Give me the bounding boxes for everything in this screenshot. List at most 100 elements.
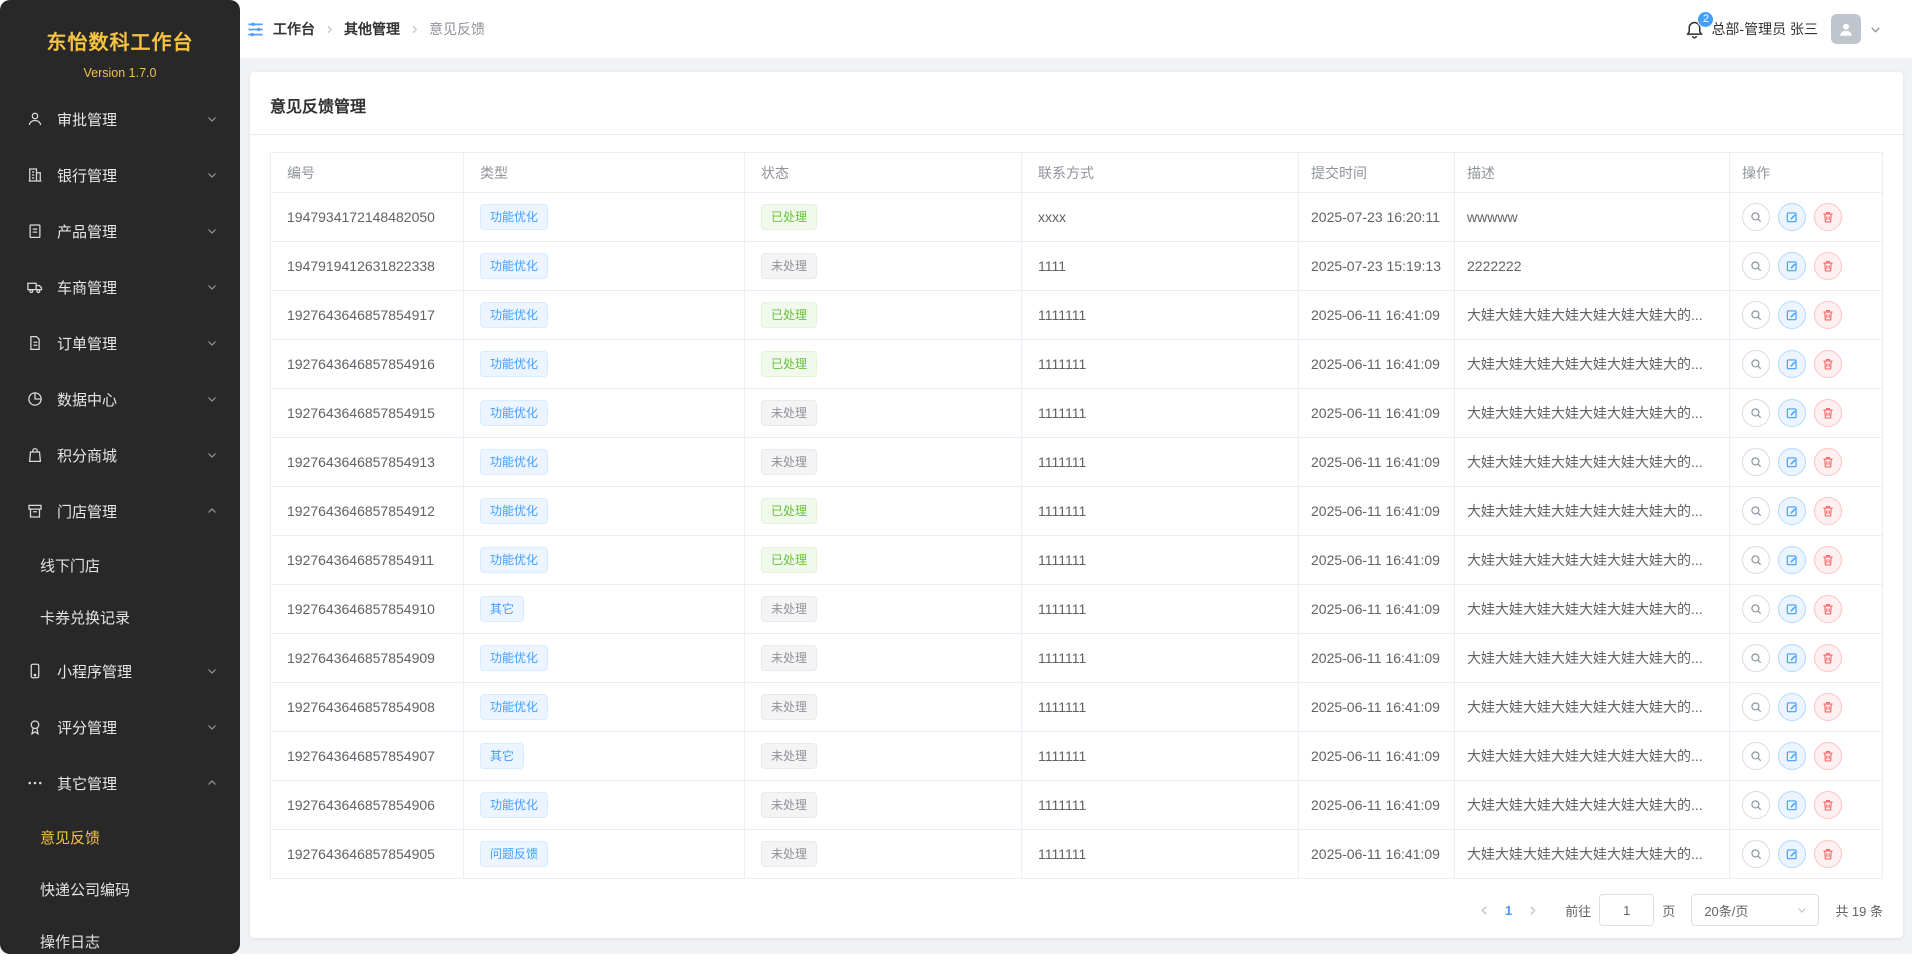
- sidebar-item-dealer[interactable]: 车商管理: [0, 259, 240, 315]
- sidebar-item-label: 订单管理: [57, 333, 117, 354]
- delete-button[interactable]: [1814, 595, 1842, 623]
- sidebar-subitem-label: 快递公司编码: [40, 879, 130, 900]
- delete-button[interactable]: [1814, 791, 1842, 819]
- view-button[interactable]: [1742, 301, 1770, 329]
- sidebar-item-label: 其它管理: [57, 773, 117, 794]
- edit-button[interactable]: [1778, 693, 1806, 721]
- column-header-4: 联系方式: [1022, 153, 1299, 193]
- edit-button[interactable]: [1778, 252, 1806, 280]
- edit-button[interactable]: [1778, 399, 1806, 427]
- edit-button[interactable]: [1778, 840, 1806, 868]
- delete-button[interactable]: [1814, 497, 1842, 525]
- breadcrumb-item-workbench[interactable]: 工作台: [273, 19, 315, 39]
- edit-button[interactable]: [1778, 448, 1806, 476]
- sidebar-item-data-center[interactable]: 数据中心: [0, 371, 240, 427]
- view-button[interactable]: [1742, 399, 1770, 427]
- cell-status: 未处理: [745, 683, 1022, 732]
- delete-button[interactable]: [1814, 252, 1842, 280]
- goto-page-input[interactable]: [1599, 894, 1654, 926]
- type-tag: 功能优化: [480, 547, 548, 573]
- sidebar-item-rating[interactable]: 评分管理: [0, 699, 240, 755]
- main-area: 工作台 其他管理 意见反馈 2 总部-管理员 张三 意见反馈管理: [240, 0, 1912, 954]
- current-page[interactable]: 1: [1505, 903, 1512, 918]
- delete-button[interactable]: [1814, 301, 1842, 329]
- sidebar-item-operation-log[interactable]: 操作日志: [0, 915, 240, 967]
- notification-bell[interactable]: 2: [1684, 19, 1705, 40]
- edit-button[interactable]: [1778, 301, 1806, 329]
- delete-button[interactable]: [1814, 840, 1842, 868]
- cell-time: 2025-06-11 16:41:09: [1299, 487, 1455, 536]
- sidebar-item-mini-program[interactable]: 小程序管理: [0, 643, 240, 699]
- view-button[interactable]: [1742, 840, 1770, 868]
- view-button[interactable]: [1742, 350, 1770, 378]
- cell-contact: 1111111: [1022, 781, 1299, 830]
- view-button[interactable]: [1742, 448, 1770, 476]
- view-button[interactable]: [1742, 203, 1770, 231]
- sidebar-item-approval[interactable]: 审批管理: [0, 91, 240, 147]
- edit-button[interactable]: [1778, 742, 1806, 770]
- prev-page-button[interactable]: [1478, 904, 1491, 917]
- delete-button[interactable]: [1814, 399, 1842, 427]
- view-button[interactable]: [1742, 595, 1770, 623]
- sidebar-item-coupon-redemption-records[interactable]: 卡券兑换记录: [0, 591, 240, 643]
- delete-button[interactable]: [1814, 644, 1842, 672]
- edit-button[interactable]: [1778, 595, 1806, 623]
- cell-description: 大娃大娃大娃大娃大娃大娃大娃大的...: [1455, 585, 1730, 634]
- sidebar-item-label: 评分管理: [57, 717, 117, 738]
- cell-contact: 1111111: [1022, 634, 1299, 683]
- clipboard-icon: [26, 222, 44, 240]
- cell-status: 未处理: [745, 242, 1022, 291]
- edit-button[interactable]: [1778, 644, 1806, 672]
- edit-icon: [1785, 455, 1799, 469]
- sidebar-item-points-mall[interactable]: 积分商城: [0, 427, 240, 483]
- edit-button[interactable]: [1778, 497, 1806, 525]
- view-button[interactable]: [1742, 742, 1770, 770]
- view-button[interactable]: [1742, 791, 1770, 819]
- sidebar-item-feedback[interactable]: 意见反馈: [0, 811, 240, 863]
- sidebar-item-other[interactable]: 其它管理: [0, 755, 240, 811]
- cell-actions: [1730, 585, 1883, 634]
- chevron-down-icon[interactable]: [1869, 23, 1882, 36]
- sidebar-item-order[interactable]: 订单管理: [0, 315, 240, 371]
- trash-icon: [1821, 455, 1835, 469]
- bank-icon: [26, 166, 44, 184]
- view-button[interactable]: [1742, 693, 1770, 721]
- chevron-down-icon: [206, 169, 218, 181]
- cell-actions: [1730, 438, 1883, 487]
- delete-button[interactable]: [1814, 448, 1842, 476]
- delete-button[interactable]: [1814, 546, 1842, 574]
- search-icon: [1749, 651, 1763, 665]
- avatar[interactable]: [1831, 14, 1861, 44]
- edit-icon: [1785, 749, 1799, 763]
- sidebar-item-bank[interactable]: 银行管理: [0, 147, 240, 203]
- view-button[interactable]: [1742, 644, 1770, 672]
- edit-button[interactable]: [1778, 203, 1806, 231]
- sidebar-item-offline-store[interactable]: 线下门店: [0, 539, 240, 591]
- next-page-button[interactable]: [1526, 904, 1539, 917]
- search-icon: [1749, 700, 1763, 714]
- view-button[interactable]: [1742, 252, 1770, 280]
- search-icon: [1749, 602, 1763, 616]
- view-button[interactable]: [1742, 546, 1770, 574]
- view-button[interactable]: [1742, 497, 1770, 525]
- sidebar-item-product[interactable]: 产品管理: [0, 203, 240, 259]
- edit-button[interactable]: [1778, 791, 1806, 819]
- breadcrumb-item-other-management[interactable]: 其他管理: [344, 19, 400, 39]
- page-size-select[interactable]: 20条/页: [1691, 894, 1819, 926]
- sidebar-item-store[interactable]: 门店管理: [0, 483, 240, 539]
- sidebar-item-express-company-code[interactable]: 快递公司编码: [0, 863, 240, 915]
- search-icon: [1749, 749, 1763, 763]
- cell-type: 功能优化: [464, 291, 745, 340]
- edit-button[interactable]: [1778, 546, 1806, 574]
- delete-button[interactable]: [1814, 742, 1842, 770]
- edit-icon: [1785, 700, 1799, 714]
- edit-button[interactable]: [1778, 350, 1806, 378]
- delete-button[interactable]: [1814, 203, 1842, 231]
- delete-button[interactable]: [1814, 693, 1842, 721]
- delete-button[interactable]: [1814, 350, 1842, 378]
- cell-id: 1927643646857854906: [271, 781, 464, 830]
